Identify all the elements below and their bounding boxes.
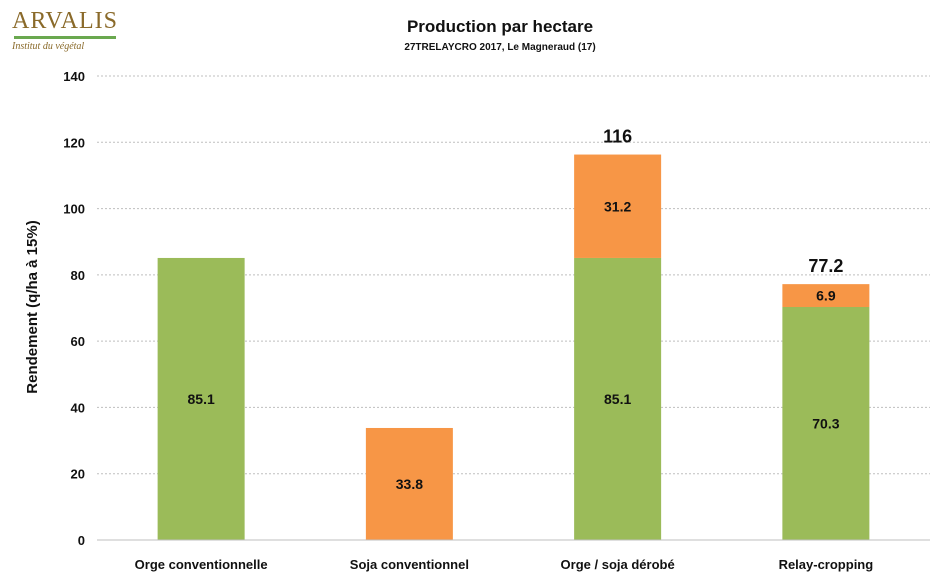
data-label: 33.8 — [396, 476, 423, 492]
y-tick-label: 100 — [63, 202, 85, 217]
total-label: 77.2 — [808, 256, 843, 276]
category-label: Soja conventionnel — [350, 557, 469, 572]
data-label: 70.3 — [812, 416, 839, 432]
bar-segment — [574, 154, 662, 258]
chart-subtitle: 27TRELAYCRO 2017, Le Magneraud (17) — [404, 42, 595, 53]
category-label: Orge conventionnelle — [135, 557, 268, 572]
data-label: 6.9 — [816, 288, 836, 304]
y-tick-label: 20 — [71, 467, 85, 482]
bar-segment — [574, 257, 662, 540]
gridlines — [97, 75, 930, 475]
y-axis-label: Rendement (q/ha à 15%) — [24, 220, 41, 393]
logo-tagline: Institut du végétal — [12, 41, 85, 52]
arvalis-logo: ARVALIS Institut du végétal — [12, 8, 132, 52]
bar-segment — [782, 307, 870, 540]
y-tick-label: 120 — [63, 135, 85, 150]
y-axis-ticks: 0 20 40 60 80 100 120 140 — [63, 69, 85, 548]
y-tick-label: 40 — [71, 400, 85, 415]
x-axis-categories: Orge conventionnelle Soja conventionnel Or… — [135, 557, 874, 572]
data-label: 31.2 — [604, 198, 631, 214]
logo-underline — [14, 36, 116, 39]
y-tick-label: 60 — [71, 334, 85, 349]
chart-title: Production par hectare — [407, 17, 593, 36]
total-label: 116 — [603, 127, 632, 147]
y-tick-label: 80 — [71, 268, 85, 283]
bar-segment — [157, 257, 245, 540]
bar-segment — [365, 427, 453, 540]
data-label: 85.1 — [188, 391, 215, 407]
bars — [157, 154, 870, 540]
y-tick-label: 140 — [63, 69, 85, 84]
data-label: 85.1 — [604, 391, 631, 407]
logo-wordmark: ARVALIS — [12, 8, 118, 34]
y-tick-label: 0 — [78, 533, 85, 548]
bar-segment — [782, 284, 870, 308]
category-label: Relay-cropping — [779, 557, 874, 572]
data-labels: 85.1 33.8 85.1 31.2 116 70.3 6.9 77.2 — [188, 127, 844, 492]
category-label: Orge / soja dérobé — [561, 557, 675, 572]
